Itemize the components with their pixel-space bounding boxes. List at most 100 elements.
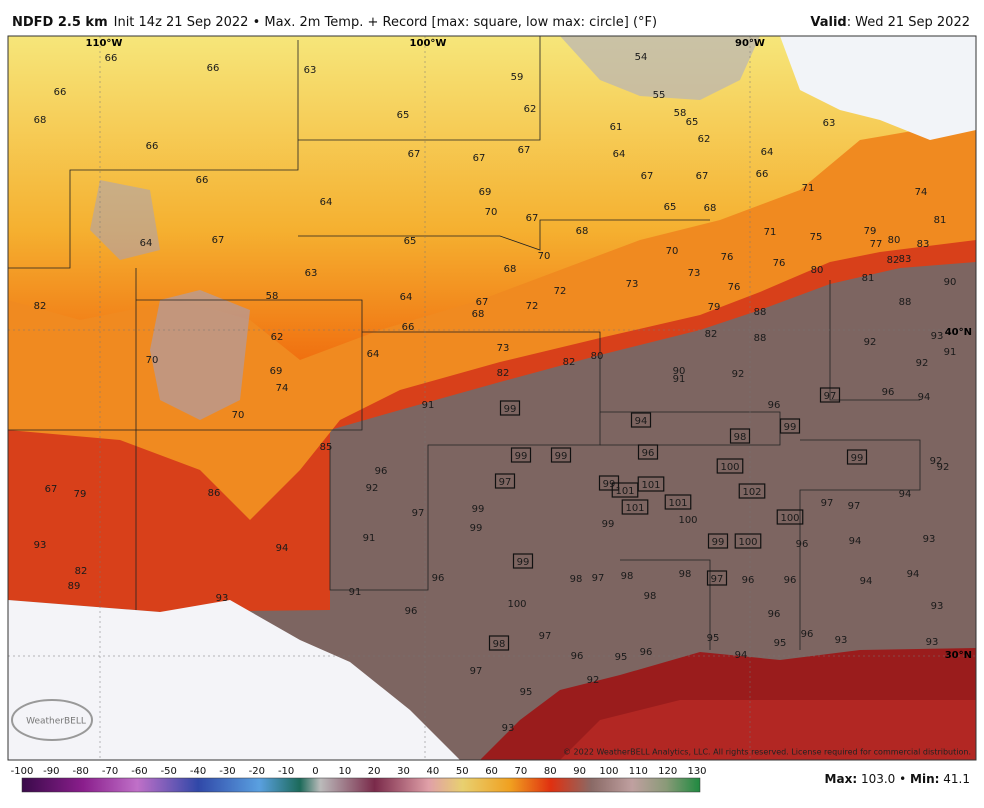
station-value: 96 (432, 573, 445, 584)
station-value: 93 (502, 723, 515, 734)
border (620, 559, 711, 650)
station-value: 83 (917, 239, 930, 250)
station-value: 92 (916, 358, 929, 369)
logo: WeatherBELL (26, 717, 86, 727)
canada (780, 36, 976, 140)
record-box (706, 570, 728, 586)
colorbar-tick-label: 40 (427, 766, 440, 777)
station-value: 91 (422, 400, 435, 411)
station-value: 93 (216, 593, 229, 604)
record-box (716, 458, 744, 474)
station-value: 66 (756, 169, 769, 180)
station-value: 81 (934, 215, 947, 226)
station-value: 92 (587, 675, 600, 686)
station-value: 99 (784, 422, 797, 433)
title: NDFD 2.5 km (12, 14, 108, 30)
station-value: 75 (810, 232, 823, 243)
station-value: 68 (704, 203, 717, 214)
colorbar-tick-label: -90 (43, 766, 59, 777)
record-box (621, 499, 649, 515)
station-value: 96 (642, 448, 655, 459)
colorbar-tick-label: 70 (515, 766, 528, 777)
station-value: 74 (915, 187, 928, 198)
station-value: 77 (870, 239, 883, 250)
station-value: 93 (931, 331, 944, 342)
station-value: 90 (673, 366, 686, 377)
station-value: 63 (305, 268, 318, 279)
station-value: 58 (674, 108, 687, 119)
station-value: 64 (761, 147, 774, 158)
record-box (637, 444, 659, 460)
colorbar-tick-label: -10 (278, 766, 294, 777)
station-value: 93 (926, 637, 939, 648)
max-value: 103.0 (860, 772, 896, 786)
station-value: 91 (349, 587, 362, 598)
station-value: 89 (68, 581, 81, 592)
station-value: 97 (499, 477, 512, 488)
station-value: 94 (918, 392, 931, 403)
borders (8, 36, 921, 650)
station-value: 83 (899, 254, 912, 265)
latitude-label: 30°N (945, 650, 972, 661)
record-box (707, 533, 729, 549)
station-value: 70 (485, 207, 498, 218)
record-box (550, 447, 572, 463)
record-box (494, 473, 516, 489)
station-value: 96 (768, 400, 781, 411)
gulf (560, 700, 976, 760)
station-value: 67 (518, 145, 531, 156)
station-value: 93 (835, 635, 848, 646)
station-value: 69 (479, 187, 492, 198)
station-value: 67 (473, 153, 486, 164)
min-label: Min: (910, 772, 940, 786)
record-box (488, 635, 510, 651)
station-value: 65 (686, 117, 699, 128)
station-value: 100 (738, 537, 757, 548)
station-value: 66 (54, 87, 67, 98)
station-value: 97 (711, 574, 724, 585)
station-value: 99 (472, 504, 485, 515)
station-value: 64 (400, 292, 413, 303)
station-value: 71 (802, 183, 815, 194)
station-value: 92 (937, 462, 950, 473)
station-value: 63 (823, 118, 836, 129)
station-value: 101 (615, 486, 634, 497)
border (8, 40, 299, 269)
station-value: 96 (796, 539, 809, 550)
longitude-label: 90°W (735, 38, 765, 49)
station-value: 96 (768, 609, 781, 620)
colorbar-tick-label: -50 (161, 766, 177, 777)
station-value: 95 (520, 687, 533, 698)
cool-zone (8, 36, 976, 360)
mexico (8, 600, 460, 760)
colorbar-tick-label: -80 (73, 766, 89, 777)
station-value: 94 (899, 489, 912, 500)
record-box (630, 412, 652, 428)
colorbar-tick-label: 60 (485, 766, 498, 777)
graticule (8, 36, 976, 760)
station-value: 58 (266, 291, 279, 302)
colorbar-tick-label: 20 (368, 766, 381, 777)
border (799, 439, 921, 650)
station-value: 70 (146, 355, 159, 366)
valid-label: Valid (810, 14, 847, 30)
stats: Max: 103.0 • Min: 41.1 (825, 772, 970, 786)
station-value: 86 (208, 488, 221, 499)
station-value: 74 (276, 383, 289, 394)
station-value: 94 (849, 536, 862, 547)
station-value: 98 (570, 574, 583, 585)
station-value: 97 (848, 501, 861, 512)
valid-date: Wed 21 Sep 2022 (855, 14, 970, 30)
station-value: 88 (754, 307, 767, 318)
colorbar-tick-label: 50 (456, 766, 469, 777)
station-value: 99 (851, 453, 864, 464)
station-value: 68 (472, 309, 485, 320)
colorbar-tick-label: -20 (249, 766, 265, 777)
station-value: 62 (698, 134, 711, 145)
station-value: 79 (74, 489, 87, 500)
record-box (729, 428, 751, 444)
station-value: 67 (408, 149, 421, 160)
station-value: 101 (625, 503, 644, 514)
station-value: 94 (276, 543, 289, 554)
border (829, 280, 920, 401)
